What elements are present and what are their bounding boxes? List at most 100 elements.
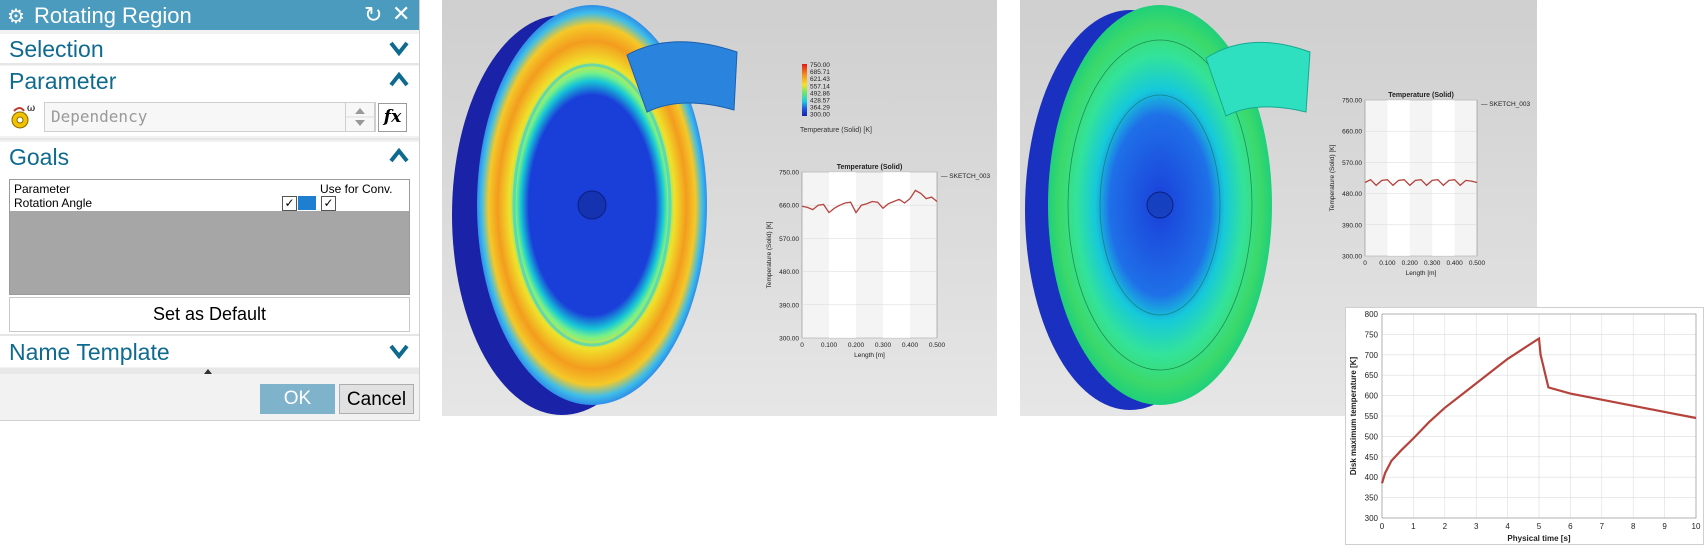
close-icon[interactable]: ✕ bbox=[392, 1, 411, 26]
goals-table: Parameter Use for Conv. Rotation Angle ✓… bbox=[9, 179, 410, 295]
insert-block bbox=[626, 41, 738, 113]
hub-2 bbox=[1146, 191, 1174, 219]
goal-checkbox[interactable]: ✓ bbox=[282, 196, 297, 211]
y-tick-label: 800 bbox=[1365, 310, 1379, 319]
y-tick-label: 450 bbox=[1365, 453, 1379, 462]
x-tick-label: 6 bbox=[1568, 522, 1573, 531]
legend-value: 685.71 bbox=[810, 69, 830, 76]
use-for-conv-checkbox[interactable]: ✓ bbox=[321, 196, 336, 211]
chevron-down-icon[interactable] bbox=[389, 343, 409, 359]
y-tick-label: 300.00 bbox=[779, 336, 799, 343]
x-tick-label: 3 bbox=[1474, 522, 1479, 531]
x-axis-label: Length [m] bbox=[854, 352, 885, 359]
y-axis-label: Disk maximum temperature [K] bbox=[1349, 357, 1358, 476]
x-tick-label: 0.100 bbox=[1379, 260, 1396, 267]
x-tick-label: 0 bbox=[1380, 522, 1385, 531]
series-line-SKETCH_003 bbox=[1364, 178, 1478, 187]
inner-ring-2 bbox=[1067, 39, 1253, 371]
dependency-input[interactable]: Dependency bbox=[44, 102, 376, 132]
y-tick-label: 700 bbox=[1365, 351, 1379, 360]
y-tick-label: 750.00 bbox=[779, 170, 799, 177]
y-tick-label: 300.00 bbox=[1342, 254, 1362, 261]
x-tick-label: 1 bbox=[1411, 522, 1416, 531]
x-tick-label: 0.500 bbox=[1469, 260, 1486, 267]
goals-table-rows: Parameter Use for Conv. Rotation Angle ✓… bbox=[10, 180, 409, 211]
divider bbox=[0, 138, 419, 140]
column-header-use-for-conv: Use for Conv. bbox=[320, 182, 393, 196]
colorbar bbox=[802, 64, 807, 116]
legend-value: 492.86 bbox=[810, 90, 830, 97]
chevron-up-icon[interactable] bbox=[389, 72, 409, 88]
x-tick-label: 0.500 bbox=[929, 342, 946, 349]
legend-value: 621.43 bbox=[810, 76, 830, 83]
spinner-arrows-icon bbox=[346, 108, 374, 126]
y-tick-label: 750.00 bbox=[1342, 98, 1362, 105]
chart-temperature-hot: 750.00 660.00 570.00 480.00 390.00 300.000 0.1… bbox=[766, 164, 991, 359]
chevron-down-icon[interactable] bbox=[389, 40, 409, 56]
section-goals[interactable]: Goals bbox=[0, 142, 419, 172]
rotating-region-dialog: ⚙ Rotating Region ↻ ✕ Selection Paramete… bbox=[0, 0, 420, 421]
y-tick-label: 390.00 bbox=[779, 302, 799, 309]
y-tick-label: 550 bbox=[1365, 412, 1379, 421]
section-title-goals: Goals bbox=[9, 144, 70, 170]
band bbox=[829, 172, 856, 338]
section-name-template[interactable]: Name Template bbox=[0, 337, 419, 367]
x-tick-label: 0.300 bbox=[875, 342, 892, 349]
viewport-hot-disk[interactable]: 750.00 685.71 621.43 557.14 492.86 428.57 364.… bbox=[442, 0, 997, 416]
x-tick-label: 0.200 bbox=[1402, 260, 1419, 267]
y-axis-label: Temperature (Solid) [K] bbox=[766, 221, 773, 288]
legend-title: Temperature (Solid) [K] bbox=[800, 127, 872, 134]
colorbar-legend: 750.00685.71621.43557.14492.86428.57364.… bbox=[800, 62, 872, 134]
plot-area bbox=[801, 171, 938, 339]
y-tick-label: 480.00 bbox=[1342, 191, 1362, 198]
plot-frame bbox=[1381, 313, 1697, 519]
section-title-parameter: Parameter bbox=[9, 68, 117, 94]
plot-area bbox=[1364, 99, 1478, 257]
transient-chart-panel: 800 750 700 650 600 550 500 450 400 350 300 0 1 2 3 4 5 6… bbox=[1345, 307, 1704, 545]
dialog-title: Rotating Region bbox=[34, 3, 192, 28]
dependency-icon: ω bbox=[11, 103, 35, 129]
chart-temperature-cool: 750.00 660.00 570.00 480.00 390.00 300.000 0.1… bbox=[1329, 92, 1531, 277]
x-tick-label: 2 bbox=[1443, 522, 1448, 531]
y-tick-label: 480.00 bbox=[779, 269, 799, 276]
inner-ring-3 bbox=[1099, 94, 1221, 316]
y-tick-label: 390.00 bbox=[1342, 222, 1362, 229]
x-tick-label: 0.300 bbox=[1424, 260, 1441, 267]
inner-ring bbox=[512, 63, 672, 347]
y-tick-label: 350 bbox=[1365, 494, 1379, 503]
insert-block-2 bbox=[1205, 41, 1311, 117]
x-tick-label: 0.200 bbox=[848, 342, 865, 349]
legend-value: 300.00 bbox=[810, 112, 830, 119]
resize-bar[interactable] bbox=[0, 368, 419, 374]
expand-arrow-icon[interactable] bbox=[204, 368, 212, 374]
dependency-placeholder: Dependency bbox=[51, 107, 148, 126]
legend-value: 750.00 bbox=[810, 62, 830, 69]
fx-button[interactable]: fx bbox=[378, 103, 407, 132]
y-tick-label: 300 bbox=[1365, 514, 1379, 523]
y-tick-label: 650 bbox=[1365, 371, 1379, 380]
dependency-spinner[interactable] bbox=[345, 102, 375, 132]
y-tick-label: 500 bbox=[1365, 432, 1379, 441]
y-tick-label: 750 bbox=[1365, 330, 1379, 339]
series-line-disk-max-temp bbox=[1380, 336, 1697, 484]
legend-value: 364.29 bbox=[810, 105, 830, 112]
row-rotation-angle[interactable]: Rotation Angle bbox=[14, 196, 93, 210]
reset-icon[interactable]: ↻ bbox=[364, 2, 383, 27]
disk-temperature-render bbox=[452, 5, 738, 415]
chevron-up-icon[interactable] bbox=[389, 148, 409, 164]
set-as-default-button[interactable]: Set as Default bbox=[9, 297, 410, 332]
cancel-button[interactable]: Cancel bbox=[339, 384, 414, 414]
legend-entry: — SKETCH_003 bbox=[1481, 101, 1531, 108]
ok-button[interactable]: OK bbox=[260, 384, 335, 414]
x-tick-label: 0 bbox=[1363, 260, 1367, 267]
x-tick-label: 4 bbox=[1505, 522, 1510, 531]
section-selection[interactable]: Selection bbox=[0, 34, 419, 64]
x-tick-label: 10 bbox=[1692, 522, 1701, 531]
x-tick-label: 8 bbox=[1631, 522, 1636, 531]
chart-title: Temperature (Solid) bbox=[1388, 92, 1454, 99]
section-parameter[interactable]: Parameter bbox=[0, 66, 419, 96]
y-tick-label: 600 bbox=[1365, 392, 1379, 401]
y-tick-label: 570.00 bbox=[779, 236, 799, 243]
x-axis-label: Length [m] bbox=[1406, 270, 1437, 277]
